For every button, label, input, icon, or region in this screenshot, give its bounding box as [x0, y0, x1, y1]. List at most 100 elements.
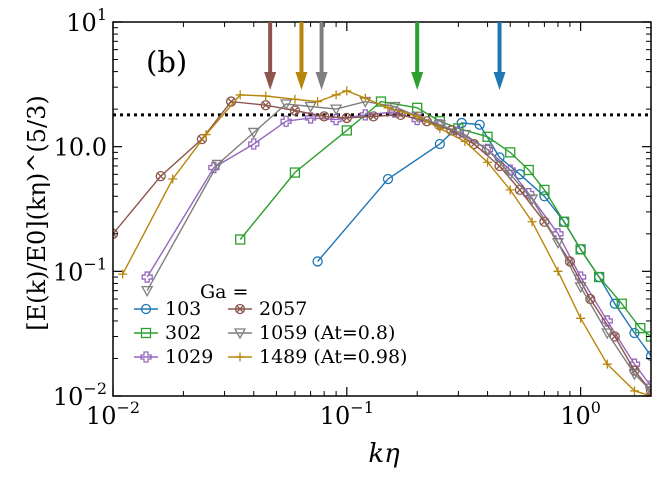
data-point	[551, 237, 565, 249]
data-point	[412, 111, 422, 121]
legend-title: Ga =	[200, 281, 248, 303]
panel-label: (b)	[146, 45, 187, 79]
data-point	[553, 266, 563, 276]
data-point	[304, 112, 317, 124]
data-point	[359, 109, 371, 121]
x-axis-label: kη	[368, 439, 400, 469]
legend-entry: 103	[134, 298, 201, 320]
y-axis-label: [E(k)/E0](kη)^(5/3)	[23, 95, 51, 331]
y-tick-label: 10−2	[53, 379, 107, 411]
legend-marker	[233, 328, 247, 340]
series-line	[122, 90, 651, 396]
legend-label: 1489 (At=0.98)	[259, 346, 407, 368]
data-point	[527, 217, 537, 227]
scale-arrow	[411, 22, 424, 90]
data-point	[505, 147, 516, 158]
data-point	[235, 234, 246, 245]
data-point	[602, 359, 612, 369]
data-point	[375, 96, 387, 107]
data-point	[629, 386, 639, 396]
data-point	[505, 185, 515, 195]
data-point	[635, 323, 646, 334]
legend-entry: 1029	[134, 346, 213, 368]
data-point	[280, 115, 292, 127]
data-point	[312, 256, 323, 267]
legend-marker	[234, 303, 246, 315]
y-tick-label: 101	[66, 5, 107, 37]
legend-entry: 2057	[228, 298, 307, 320]
y-tick-label: 10−1	[53, 254, 107, 286]
data-point	[141, 271, 153, 283]
y-tick-label: 10.0	[54, 134, 107, 162]
legend-label: 1059 (At=0.8)	[259, 322, 395, 344]
data-point	[360, 93, 370, 103]
plot-area	[113, 86, 651, 396]
data-point	[645, 350, 651, 361]
data-point	[248, 138, 260, 150]
data-point	[575, 244, 586, 255]
data-point	[382, 173, 394, 185]
legend-marker	[140, 303, 152, 315]
series-302	[235, 96, 651, 342]
legend-label: 2057	[259, 298, 307, 320]
data-point	[388, 101, 401, 113]
data-point	[525, 194, 539, 206]
data-point	[504, 169, 517, 181]
data-point	[235, 90, 245, 100]
data-point	[434, 138, 446, 150]
data-point	[260, 100, 271, 111]
data-point	[211, 159, 224, 171]
data-point	[458, 129, 472, 141]
legend-entry: 1059 (At=0.8)	[228, 322, 395, 344]
data-point	[168, 174, 178, 184]
data-point	[558, 216, 570, 227]
data-point	[247, 127, 260, 139]
data-point	[341, 125, 352, 136]
legend-entry: 1489 (At=0.98)	[228, 346, 407, 368]
data-point	[593, 271, 605, 283]
data-point	[644, 386, 651, 396]
data-point	[279, 99, 293, 111]
data-point	[481, 144, 494, 156]
legend-entry: 302	[134, 322, 201, 344]
data-point	[155, 171, 166, 182]
data-point	[141, 285, 154, 297]
data-point	[601, 315, 613, 327]
legend: Ga =103 2057 302 1059 (At=0.8) 1029 1489 (At=…	[134, 281, 407, 368]
data-point	[609, 298, 620, 309]
data-point	[289, 105, 301, 116]
legend-label: 302	[165, 322, 201, 344]
series-1489	[118, 86, 651, 396]
scale-arrow	[315, 22, 328, 90]
data-point	[481, 143, 494, 156]
legend-marker	[140, 327, 152, 339]
axes: 10−2 10−1 100 10−2 10−1 10.0 101	[53, 5, 652, 430]
legend-label: 103	[165, 298, 201, 320]
data-point	[201, 130, 211, 140]
data-point	[576, 313, 586, 323]
x-tick-label: 10−1	[320, 398, 374, 430]
data-point	[341, 112, 352, 124]
data-point	[616, 298, 627, 309]
data-point	[331, 90, 341, 100]
data-point	[289, 167, 301, 178]
legend-marker	[140, 351, 152, 363]
scale-arrow	[295, 22, 308, 90]
data-point	[383, 103, 393, 113]
x-tick-label: 10−2	[86, 398, 140, 430]
data-point	[433, 120, 446, 132]
series-line	[146, 111, 651, 387]
data-point	[342, 86, 352, 96]
data-point	[261, 91, 271, 101]
data-point	[483, 157, 493, 167]
data-point	[435, 123, 445, 133]
data-point	[456, 117, 467, 129]
data-point	[118, 269, 128, 279]
series-line	[239, 100, 651, 338]
data-point	[330, 104, 343, 116]
plot-frame	[112, 21, 652, 397]
data-point	[482, 131, 493, 142]
data-point	[313, 97, 323, 107]
scale-arrow	[493, 22, 506, 90]
data-point	[318, 111, 330, 122]
